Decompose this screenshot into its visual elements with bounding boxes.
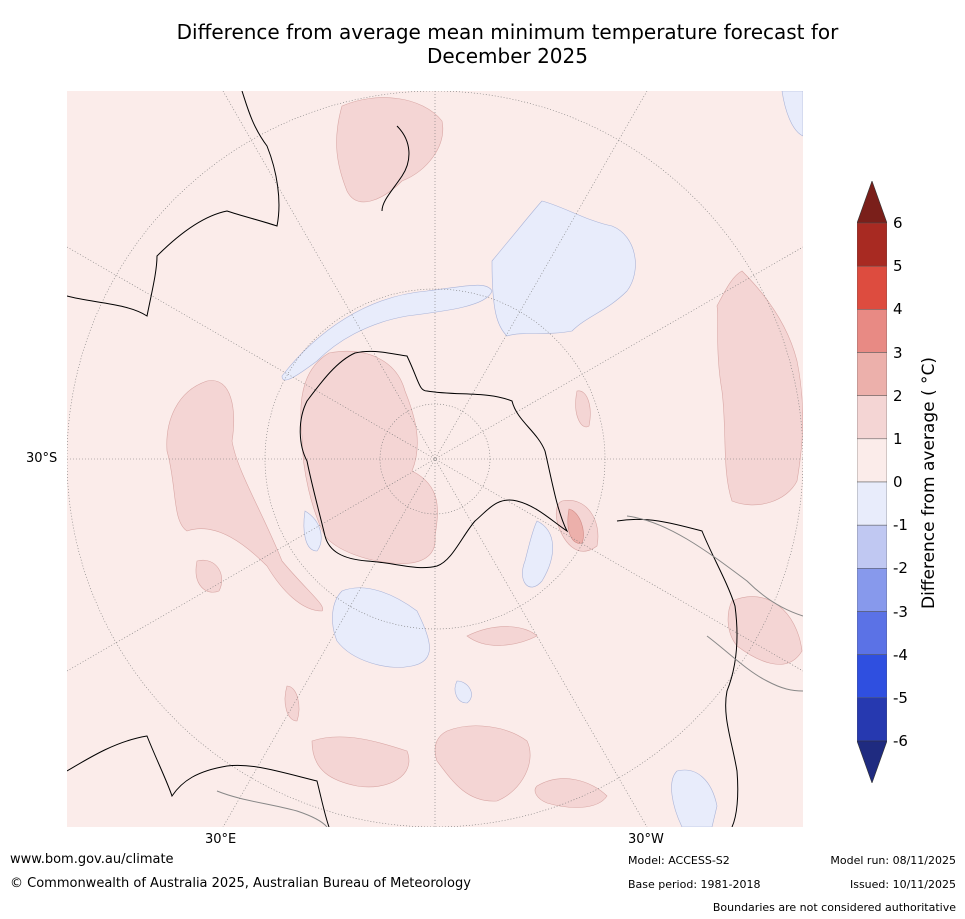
- website-link[interactable]: www.bom.gov.au/climate: [10, 852, 174, 867]
- colorbar-tick-label: 1: [893, 429, 903, 448]
- new-zealand-coastline: [381, 125, 410, 212]
- colorbar: [857, 181, 887, 783]
- longitude-label-30e: 30°E: [205, 832, 237, 847]
- warm-region-africa: [195, 559, 223, 593]
- colorbar-segment: [857, 697, 887, 742]
- colorbar-tick-label: 0: [893, 473, 903, 491]
- warm-anomaly-regions: [166, 97, 803, 808]
- warm-region-antarctica-east: [300, 351, 438, 564]
- cool-region-pacific: [491, 200, 636, 337]
- cool-region-atlantic: [522, 520, 553, 588]
- colorbar-segment: [857, 524, 887, 569]
- colorbar-segment: [857, 438, 887, 483]
- warm-region-small-1: [575, 390, 591, 428]
- map-title: Difference from average mean minimum tem…: [60, 20, 955, 68]
- warm-region-pacific: [716, 270, 803, 506]
- cool-region-ring: [281, 284, 493, 381]
- warm-region-south-1: [434, 725, 531, 802]
- warm-region-south-3: [534, 778, 608, 808]
- colorbar-tick-label: -1: [893, 516, 908, 535]
- warm-region-west-ocean: [166, 380, 324, 612]
- colorbar-tick-label: 3: [893, 343, 903, 362]
- south-america-coastline: [616, 518, 739, 827]
- colorbar-tick-label: -2: [893, 559, 908, 578]
- colorbar-tick-label: 6: [893, 214, 903, 232]
- issued-info: Issued: 10/11/2025: [849, 878, 956, 891]
- colorbar-segment: [857, 568, 887, 612]
- boundary-disclaimer: Boundaries are not considered authoritat…: [712, 901, 956, 914]
- warm-region-small-3: [466, 626, 538, 646]
- graticule: [67, 91, 803, 827]
- title-line-1: Difference from average mean minimum tem…: [176, 20, 839, 44]
- polar-map: [67, 91, 803, 827]
- cool-region-southeast: [671, 769, 718, 827]
- cool-region-south: [332, 587, 430, 668]
- title-line-2: December 2025: [427, 44, 588, 68]
- cool-region-west: [303, 510, 322, 552]
- warm-region-small-2: [284, 685, 300, 722]
- coastlines: [67, 91, 739, 827]
- colorbar-label: Difference from average ( °C): [919, 356, 939, 610]
- cool-anomaly-regions: [281, 91, 803, 827]
- warm-region-south-2: [311, 736, 410, 788]
- copyright-text: © Commonwealth of Australia 2025, Austra…: [10, 876, 471, 891]
- colorbar-tick-label: -6: [893, 732, 908, 750]
- colorbar-extend-over: [857, 181, 887, 224]
- antarctica-coastline: [299, 350, 569, 569]
- colorbar-tick-label: -5: [893, 688, 908, 707]
- longitude-label-30w: 30°W: [628, 832, 664, 847]
- colorbar-segment: [857, 222, 887, 267]
- country-boundaries: [216, 515, 803, 827]
- australia-coastline: [67, 91, 280, 317]
- colorbar-segment: [857, 654, 887, 699]
- colorbar-extend-under: [857, 740, 887, 783]
- colorbar-tick-label: -4: [893, 645, 908, 664]
- colorbar-tick-label: 2: [893, 386, 903, 405]
- warm-region-north: [336, 97, 444, 203]
- colorbar-segment: [857, 481, 887, 526]
- strong-warm-anomaly: [567, 508, 584, 544]
- colorbar-segment: [857, 611, 887, 655]
- base-period-info: Base period: 1981-2018: [628, 878, 761, 891]
- cool-region-corner: [781, 91, 803, 137]
- model-run-info: Model run: 08/11/2025: [830, 854, 956, 867]
- colorbar-segment: [857, 352, 887, 396]
- colorbar-tick-label: 4: [893, 300, 903, 319]
- africa-coastline: [67, 735, 330, 827]
- colorbar-tick-label: -3: [893, 602, 908, 621]
- colorbar-segment: [857, 265, 887, 310]
- colorbar-segment: [857, 395, 887, 440]
- cool-region-small: [454, 680, 472, 704]
- colorbar-segment: [857, 309, 887, 353]
- model-info: Model: ACCESS-S2: [628, 854, 730, 867]
- latitude-label-30s: 30°S: [26, 451, 58, 466]
- colorbar-tick-label: 5: [893, 257, 903, 276]
